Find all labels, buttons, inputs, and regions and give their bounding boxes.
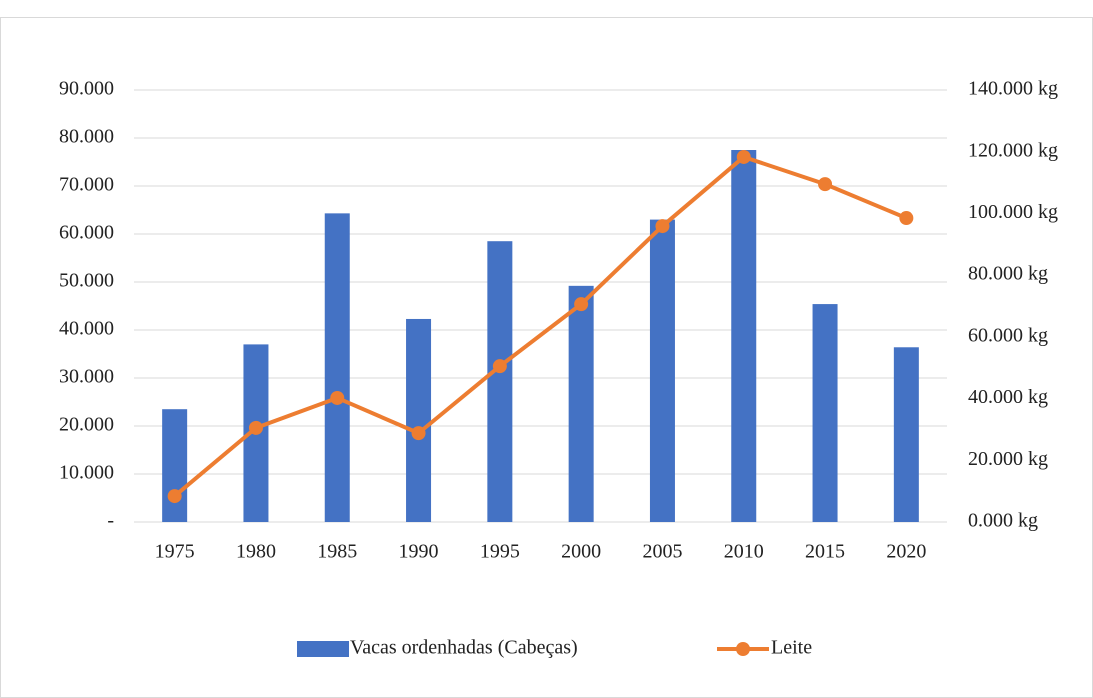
x-tick-label: 1980 bbox=[236, 541, 276, 563]
y2-tick-label: 20.000 kg bbox=[968, 448, 1048, 470]
point bbox=[736, 149, 751, 164]
x-tick-label: 2000 bbox=[561, 541, 601, 563]
x-tick-label: 2015 bbox=[805, 541, 845, 563]
point bbox=[248, 420, 263, 435]
x-tick-label: 2005 bbox=[642, 541, 682, 563]
y-tick-label: 70.000 bbox=[59, 174, 114, 196]
x-tick-label: 2020 bbox=[886, 541, 926, 563]
bar bbox=[649, 219, 675, 522]
bar bbox=[406, 318, 432, 522]
point bbox=[655, 219, 670, 234]
point bbox=[574, 297, 589, 312]
y2-tick-label: 140.000 kg bbox=[968, 78, 1058, 100]
point bbox=[818, 177, 833, 192]
y2-tick-label: 0.000 kg bbox=[968, 510, 1038, 532]
bar bbox=[487, 241, 513, 522]
y-tick-label: 20.000 bbox=[59, 414, 114, 436]
line bbox=[173, 154, 908, 498]
point bbox=[411, 426, 426, 441]
y-tick-label: 30.000 bbox=[59, 366, 114, 388]
y-tick-label: 50.000 bbox=[59, 270, 114, 292]
y-tick-label: 90.000 bbox=[59, 78, 114, 100]
y-tick-label: 40.000 bbox=[59, 318, 114, 340]
y-tick-label: 10.000 bbox=[59, 462, 114, 484]
chart-border bbox=[0, 17, 1093, 698]
legend-swatch-point bbox=[736, 642, 750, 656]
x-tick-label: 2010 bbox=[724, 541, 764, 563]
bar bbox=[324, 213, 350, 523]
bar bbox=[568, 285, 594, 522]
y2-tick-label: 100.000 kg bbox=[968, 201, 1058, 223]
point bbox=[899, 211, 914, 226]
x-tick-label: 1985 bbox=[317, 541, 357, 563]
legend-label: Vacas ordenhadas (Cabeças) bbox=[350, 637, 578, 659]
legend-label: Leite bbox=[771, 637, 812, 659]
y2-tick-label: 80.000 kg bbox=[968, 263, 1048, 285]
x-tick-label: 1990 bbox=[399, 541, 439, 563]
y-tick-label: 80.000 bbox=[59, 126, 114, 148]
bar bbox=[731, 150, 757, 522]
y2-tick-label: 60.000 kg bbox=[968, 324, 1048, 346]
y2-tick-label: 120.000 kg bbox=[968, 139, 1058, 161]
bar bbox=[162, 409, 188, 522]
x-tick-label: 1975 bbox=[155, 541, 195, 563]
y2-tick-label: 40.000 kg bbox=[968, 386, 1048, 408]
bar bbox=[893, 347, 919, 522]
legend-swatch bbox=[297, 641, 349, 657]
y-tick-label: 60.000 bbox=[59, 222, 114, 244]
x-tick-label: 1995 bbox=[480, 541, 520, 563]
point bbox=[492, 359, 507, 374]
point bbox=[330, 390, 345, 405]
point bbox=[167, 489, 182, 504]
y-tick-label: - bbox=[107, 510, 114, 532]
bar bbox=[812, 304, 838, 522]
